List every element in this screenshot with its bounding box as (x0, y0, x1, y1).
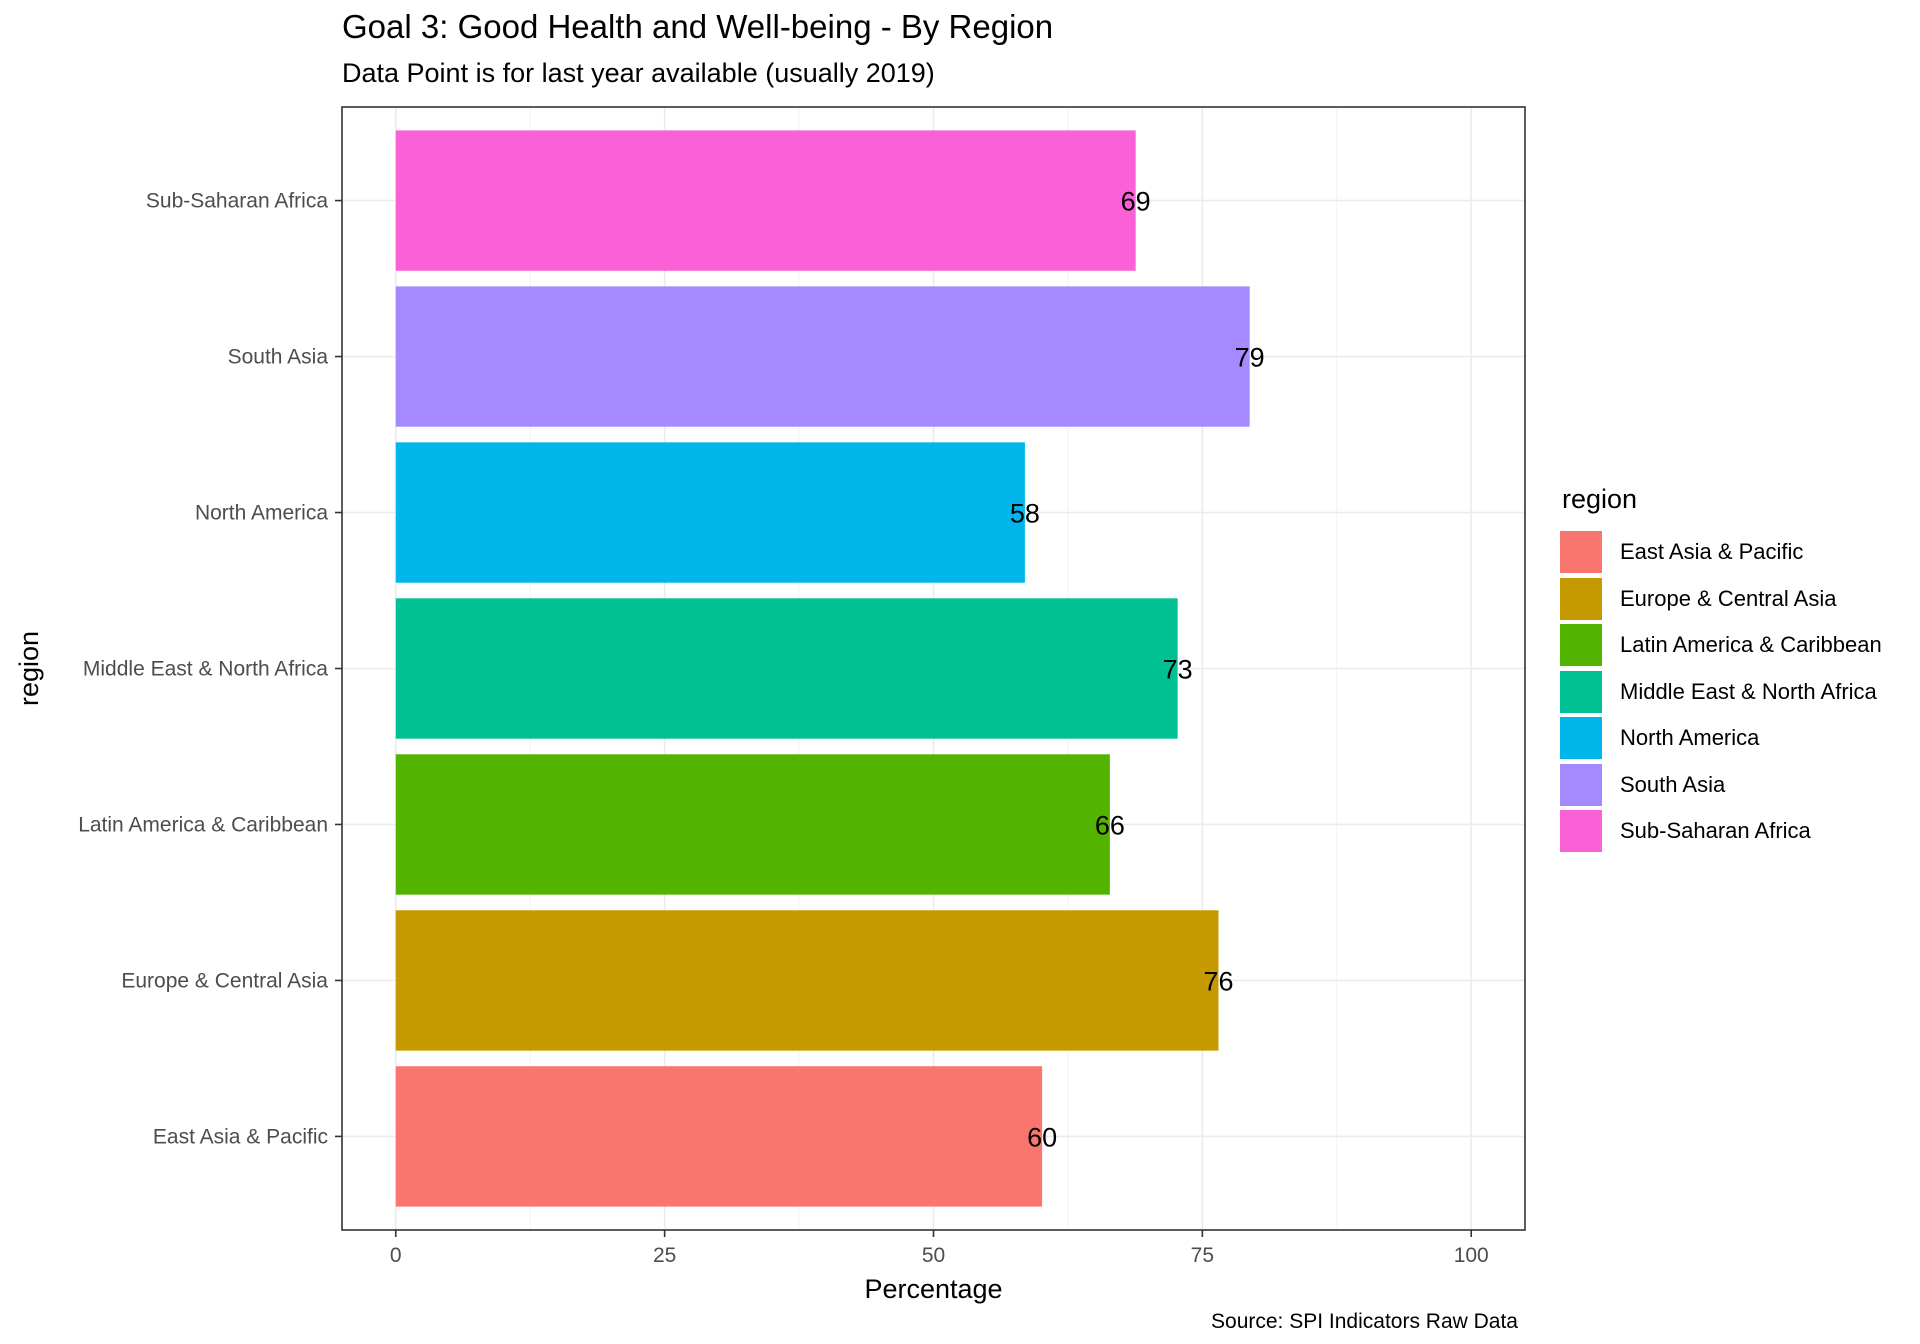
legend-label: Europe & Central Asia (1620, 585, 1837, 611)
bar (395, 1066, 1043, 1207)
bar (395, 286, 1250, 427)
legend-item: East Asia & Pacific (1560, 529, 1882, 576)
legend-items: East Asia & Pacific Europe & Central Asia… (1560, 529, 1882, 855)
legend-swatch (1560, 763, 1602, 806)
x-tick-label: 75 (1191, 1244, 1214, 1267)
legend-label: North America (1620, 725, 1760, 751)
y-tick-label: Sub-Saharan Africa (146, 190, 328, 213)
chart-title: Goal 3: Good Health and Well-being - By … (342, 8, 1054, 45)
bar (395, 754, 1110, 895)
legend-swatch (1560, 624, 1602, 667)
data-label: 79 (1235, 343, 1265, 373)
y-tick-label: South Asia (228, 346, 329, 369)
legend-label: East Asia & Pacific (1620, 539, 1804, 565)
y-tick-label: Latin America & Caribbean (78, 813, 328, 836)
data-label: 76 (1203, 966, 1233, 996)
bar (395, 910, 1219, 1051)
x-tick-label: 50 (922, 1244, 945, 1267)
legend-title: region (1562, 484, 1638, 514)
legend-swatch (1560, 577, 1602, 620)
legend-item: Sub-Saharan Africa (1560, 808, 1882, 855)
legend-label: Sub-Saharan Africa (1620, 818, 1811, 844)
legend-swatch (1560, 670, 1602, 713)
legend-label: South Asia (1620, 771, 1726, 797)
bar (395, 598, 1178, 739)
legend-item: Middle East & North Africa (1560, 669, 1882, 716)
legend-label: Middle East & North Africa (1620, 678, 1877, 704)
legend-label: Latin America & Caribbean (1620, 632, 1882, 658)
x-tick-label: 100 (1454, 1244, 1489, 1267)
data-label: 66 (1095, 810, 1125, 840)
y-tick-label: Europe & Central Asia (121, 969, 328, 992)
legend-swatch (1560, 810, 1602, 853)
data-label: 69 (1121, 187, 1151, 217)
x-tick-label: 25 (653, 1244, 676, 1267)
y-tick-label: North America (195, 502, 328, 525)
y-tick-label: East Asia & Pacific (153, 1125, 328, 1148)
y-axis-title: region (14, 631, 44, 706)
legend-item: South Asia (1560, 762, 1882, 809)
bar (395, 442, 1025, 583)
legend-item: North America (1560, 715, 1882, 762)
chart-subtitle: Data Point is for last year available (u… (342, 58, 935, 88)
bar (395, 130, 1136, 271)
data-label: 60 (1027, 1122, 1057, 1152)
legend: region East Asia & Pacific Europe & Centr… (1560, 484, 1882, 855)
legend-swatch (1560, 531, 1602, 574)
x-tick-label: 0 (390, 1244, 402, 1267)
y-tick-label: Middle East & North Africa (83, 658, 328, 681)
legend-item: Europe & Central Asia (1560, 576, 1882, 623)
data-label: 73 (1163, 655, 1193, 685)
data-label: 58 (1010, 499, 1040, 529)
legend-swatch (1560, 717, 1602, 760)
chart-caption: Source: SPI Indicators Raw Data (1211, 1310, 1518, 1333)
x-axis-title: Percentage (864, 1274, 1002, 1304)
legend-item: Latin America & Caribbean (1560, 622, 1882, 669)
